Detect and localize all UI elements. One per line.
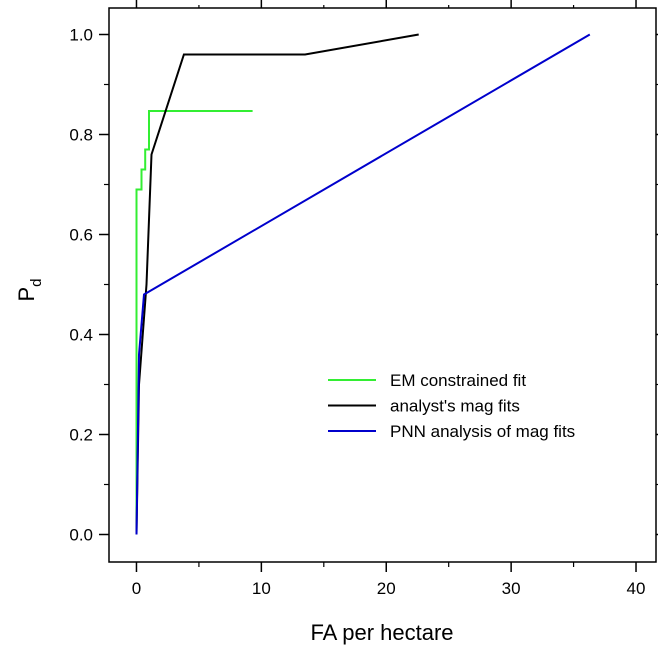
y-tick-label: 0.8 — [69, 126, 93, 145]
legend: EM constrained fit analyst's mag fits PNN … — [328, 371, 575, 441]
x-tick-label: 30 — [502, 579, 521, 598]
tick-labels: 0.0 0.2 0.4 0.6 0.8 1.0 0 10 20 30 40 — [69, 26, 645, 599]
plot-frame — [108, 7, 657, 563]
series-line-0 — [135, 110, 253, 535]
series-lines — [135, 33, 591, 535]
y-axis-title: Pd — [14, 278, 45, 301]
series-line-1 — [135, 33, 419, 535]
y-tick-label: 0.4 — [69, 326, 93, 345]
y-tick-label: 0.2 — [69, 426, 93, 445]
x-tick-label: 20 — [377, 579, 396, 598]
y-tick-label: 0.6 — [69, 226, 93, 245]
y-axis-title-subscript: d — [28, 278, 45, 286]
y-tick-label: 0.0 — [69, 526, 93, 545]
series-line-2 — [135, 33, 591, 535]
svg-text:Pd: Pd — [14, 278, 45, 301]
y-axis-title-main: P — [14, 287, 39, 302]
legend-label: PNN analysis of mag fits — [390, 422, 575, 441]
x-tick-label: 10 — [252, 579, 271, 598]
axis-ticks — [99, 0, 658, 572]
x-tick-label: 40 — [627, 579, 646, 598]
legend-label: EM constrained fit — [390, 371, 526, 390]
legend-label: analyst's mag fits — [390, 397, 520, 416]
x-axis-title: FA per hectare — [310, 620, 453, 645]
y-tick-label: 1.0 — [69, 26, 93, 45]
x-tick-label: 0 — [132, 579, 141, 598]
